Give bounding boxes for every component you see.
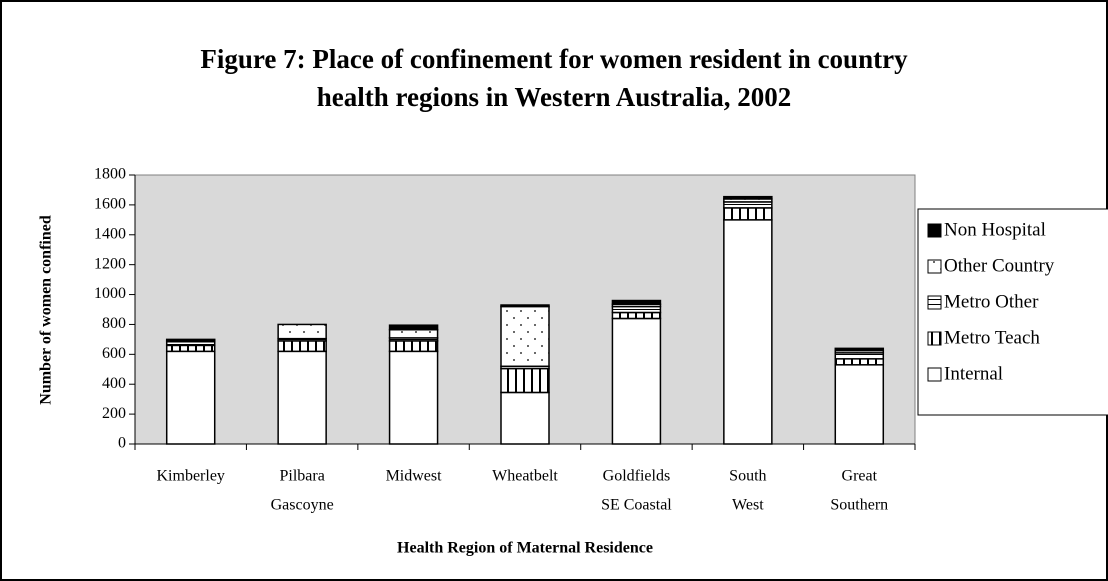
x-tick-label: Great [842, 468, 878, 485]
bar-segment [165, 338, 216, 341]
legend-box [917, 208, 1108, 416]
bar-segment [277, 323, 327, 340]
bar-segment [723, 207, 773, 221]
bar-segment [500, 391, 550, 445]
legend-label: Metro Teach [944, 327, 1040, 348]
bar-segment [388, 340, 439, 353]
y-tick-label: 200 [102, 405, 126, 422]
bar-segment [723, 195, 773, 200]
x-tick-label: Gascoyne [271, 497, 334, 514]
legend-swatch [927, 367, 942, 382]
bar-segment [834, 352, 885, 360]
y-tick-label: 0 [118, 435, 126, 452]
chart-title: Figure 7: Place of confinement for women… [200, 44, 908, 74]
y-tick-label: 1600 [94, 196, 126, 213]
legend-label: Metro Other [944, 291, 1039, 312]
bar-segment [388, 328, 439, 339]
bar-segment [834, 347, 885, 352]
x-tick-label: Kimberley [157, 468, 225, 485]
bar-segment [277, 340, 327, 353]
bar-segment [611, 311, 662, 320]
bar-segment [500, 304, 550, 308]
legend-label: Other Country [944, 255, 1055, 276]
y-tick-label: 800 [102, 315, 126, 332]
bar-segment [611, 299, 662, 306]
y-tick-label: 1000 [94, 285, 126, 302]
y-tick-label: 1400 [94, 225, 126, 242]
bar-segment [611, 317, 662, 445]
x-tick-label: Wheatbelt [492, 468, 558, 485]
x-tick-label: West [732, 497, 764, 514]
bar-segment [388, 350, 439, 445]
x-tick-label: South [729, 468, 766, 485]
bar-segment [388, 324, 439, 331]
legend-label: Non Hospital [944, 219, 1046, 240]
x-axis-title: Health Region of Maternal Residence [397, 540, 653, 557]
bar-segment [500, 305, 550, 368]
bar-segment [723, 201, 773, 209]
bar-segment [611, 305, 662, 314]
bar-segment [277, 350, 327, 445]
bar-segment [834, 364, 885, 445]
legend-swatch [927, 223, 942, 238]
legend-swatch [927, 259, 942, 274]
legend-swatch [927, 331, 942, 346]
x-tick-label: Pilbara [279, 468, 324, 485]
y-tick-label: 1200 [94, 255, 126, 272]
y-axis-title: Number of women confined [38, 215, 55, 405]
x-tick-label: Southern [830, 497, 888, 514]
y-tick-label: 1800 [94, 166, 126, 183]
legend-label: Internal [944, 363, 1003, 384]
bar-segment [165, 350, 216, 445]
x-tick-label: Midwest [386, 468, 443, 485]
bar-segment [834, 358, 885, 366]
x-tick-label: Goldfields [603, 468, 671, 485]
bar-segment [500, 367, 550, 394]
x-tick-label: SE Coastal [601, 497, 672, 514]
bar-segment [165, 344, 216, 353]
bar-segment [723, 219, 773, 445]
y-tick-label: 600 [102, 345, 126, 362]
legend-swatch [927, 295, 942, 310]
y-tick-label: 400 [102, 375, 126, 392]
chart-title: health regions in Western Australia, 200… [317, 82, 792, 112]
